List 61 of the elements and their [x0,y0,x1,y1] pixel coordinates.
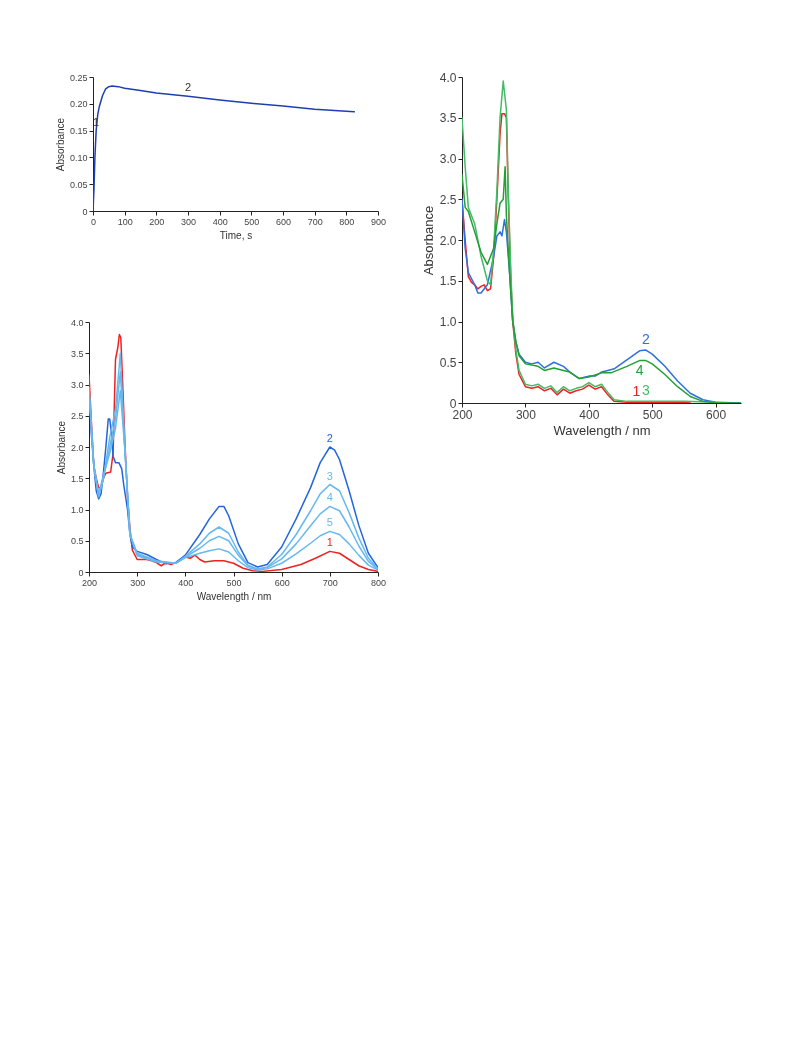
annotation: 1 [632,383,641,400]
annotation: 5 [326,516,333,529]
y-tick-label: 0.5 [439,355,457,370]
y-tick-label: 2.5 [70,411,84,422]
y-tick-label: 4.0 [439,70,457,85]
y-axis-title: Absorbance [54,117,66,172]
x-tick-label: 700 [307,216,323,227]
x-tick-label: 800 [370,577,387,588]
x-axis-title: Wavelength / nm [196,590,272,602]
x-tick-label: 0 [90,216,97,227]
y-axis-title: Absorbance [55,420,67,475]
x-tick-label: 300 [130,577,146,588]
annotation: 2 [641,331,650,348]
x-tick-label: 900 [370,216,387,227]
x-tick-label: 400 [178,577,194,588]
y-tick-label: 1.0 [439,315,457,329]
y-tick-label: 0.05 [69,179,88,190]
annotation: 1 [326,536,333,549]
x-tick-label: 800 [339,216,355,227]
y-tick-label: 1.5 [439,274,457,289]
x-tick-label: 200 [81,577,98,588]
x-tick-label: 100 [117,216,133,227]
y-tick-label: 4.0 [70,317,84,328]
x-tick-label: 600 [275,216,292,227]
y-tick-label: 2.0 [70,442,84,453]
y-tick-label: 0 [82,206,88,217]
x-tick-label: 500 [244,216,260,227]
x-tick-label: 200 [149,216,165,227]
annotation: 3 [641,382,650,399]
y-tick-label: 3.5 [70,348,84,359]
x-tick-label: 300 [515,407,537,422]
y-axis-title: Absorbance [420,205,436,276]
y-tick-label: 0.5 [70,536,84,547]
x-tick-label: 500 [642,407,664,422]
y-tick-label: 3.5 [439,111,457,126]
y-tick-label: 0 [78,567,84,578]
x-tick-label: 400 [212,216,228,227]
y-tick-label: 0.10 [69,152,88,163]
annotation: 4 [326,491,333,504]
x-tick-label: 600 [706,407,727,422]
x-tick-label: 400 [579,407,600,422]
x-tick-label: 600 [274,577,290,588]
x-axis-title: Time, s [219,229,253,241]
annotation: 2 [184,81,192,94]
y-tick-label: 3.0 [439,152,457,166]
y-tick-label: 1.0 [70,505,84,515]
y-tick-label: 1.5 [70,473,84,484]
y-tick-label: 0.25 [69,72,88,83]
x-tick-label: 700 [322,577,338,588]
x-tick-label: 500 [226,577,242,588]
annotation: 2 [326,432,333,444]
y-tick-label: 2.0 [439,233,457,248]
annotation: 1 [93,115,100,128]
y-tick-label: 0.15 [69,126,88,137]
x-axis-title: Wavelength / nm [553,422,651,438]
y-tick-label: 0.20 [69,99,88,110]
y-tick-label: 3.0 [70,380,84,390]
x-tick-label: 300 [180,216,197,227]
annotation: 3 [326,469,333,482]
annotation: 4 [635,361,644,378]
y-tick-label: 2.5 [439,192,457,207]
